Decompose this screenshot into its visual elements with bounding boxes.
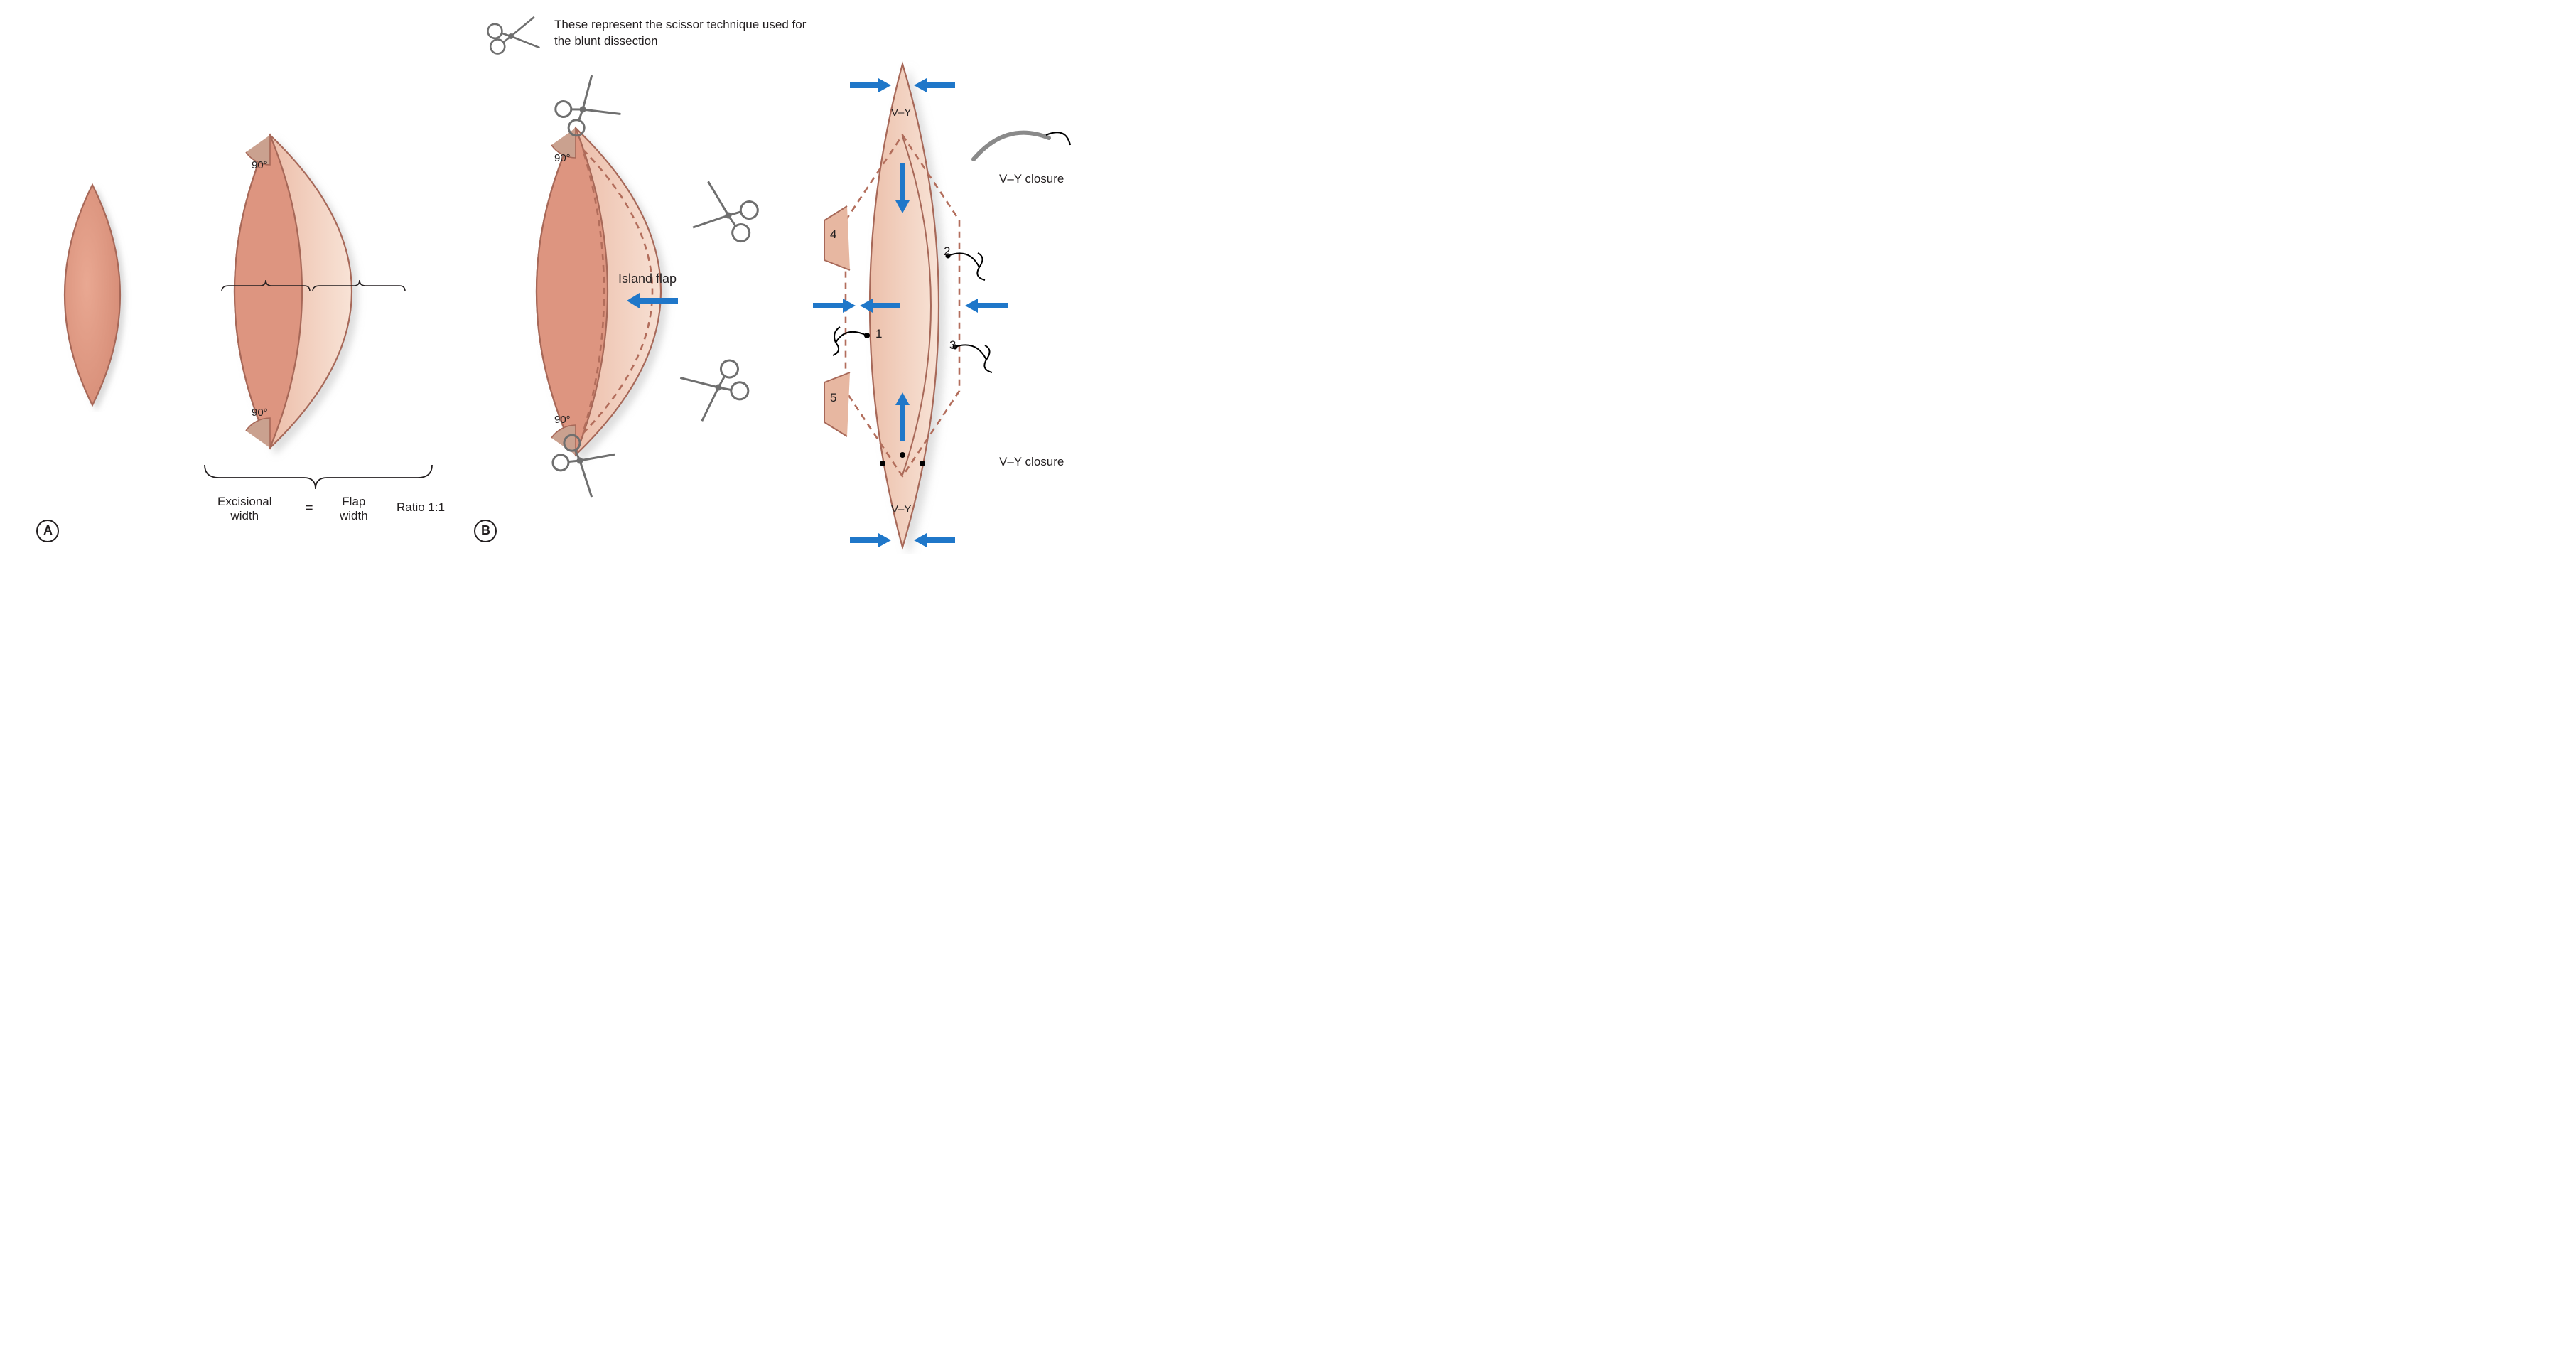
deg90-top-B: 90° xyxy=(554,152,571,164)
panelA-large-lens xyxy=(171,121,455,462)
deg90-top-A: 90° xyxy=(252,159,268,171)
excisional-width: Excisional width xyxy=(217,495,272,523)
lbl2b: width xyxy=(340,509,368,522)
vy-closure-top: V–Y closure xyxy=(999,172,1064,186)
lbl1a: Excisional xyxy=(217,495,272,508)
panelB-letter: B xyxy=(481,523,490,538)
flap-width: Flap width xyxy=(340,495,368,523)
deg90-bot-A: 90° xyxy=(252,407,268,419)
island-flap-label: Island flap xyxy=(618,272,677,286)
scissors-caption-icon xyxy=(475,6,547,67)
panelA-brace xyxy=(198,458,439,500)
panelA-letter: A xyxy=(43,523,53,538)
figure-canvas: 90° 90° Excisional width = Flap width Ra… xyxy=(7,7,1087,576)
lbl2a: Flap xyxy=(342,495,365,508)
panelA-small-lens xyxy=(28,178,156,412)
vy-closure-bot: V–Y closure xyxy=(999,455,1064,469)
ratio: Ratio 1:1 xyxy=(397,500,445,515)
needle-icon xyxy=(966,114,1073,171)
lbl1b: width xyxy=(230,509,259,522)
eq-sign: = xyxy=(306,500,313,515)
island-arrow xyxy=(625,290,682,311)
